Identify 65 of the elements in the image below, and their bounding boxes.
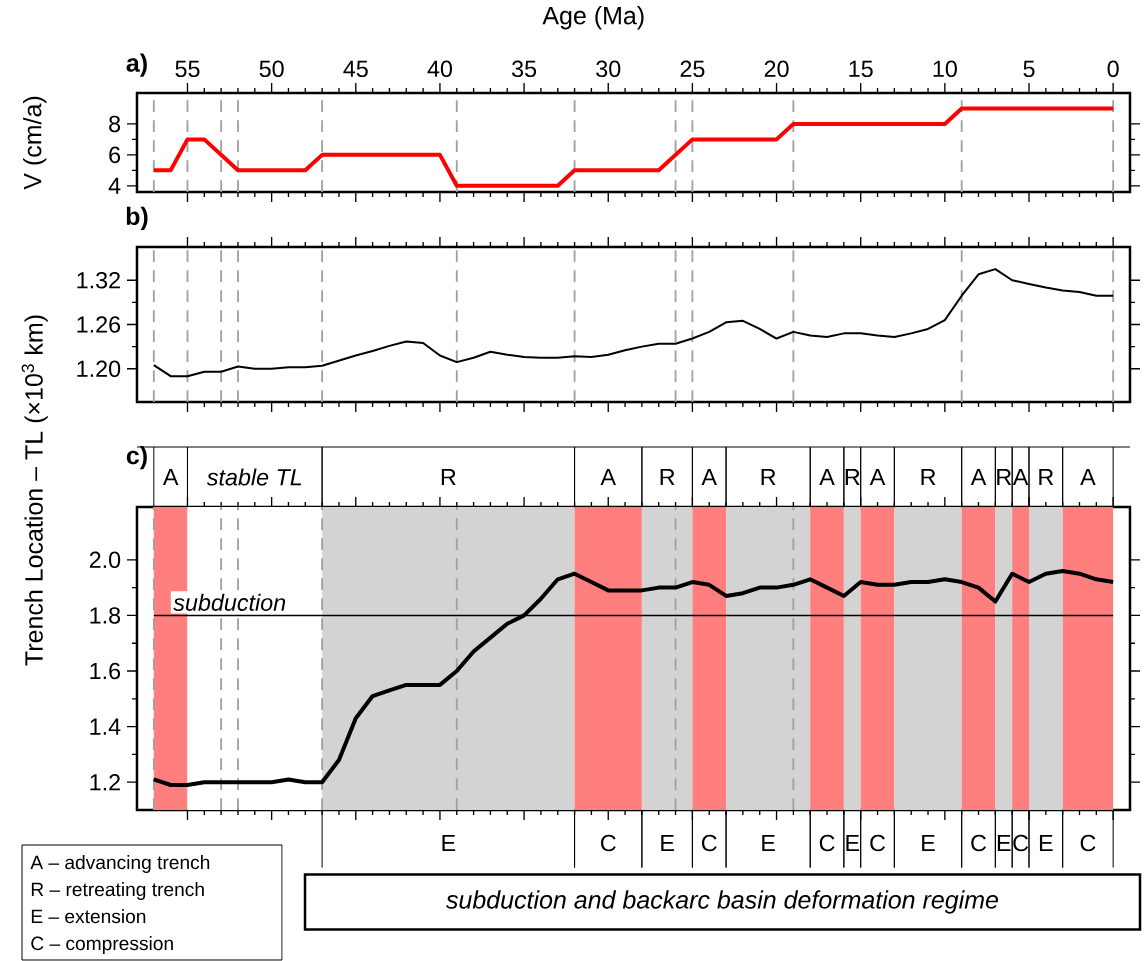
x-tick-label: 45	[343, 60, 368, 78]
text: C	[870, 834, 886, 852]
text: C	[971, 834, 987, 852]
band-label: A	[1012, 468, 1029, 486]
x-axis-title: Age (Ma)	[542, 6, 644, 30]
y-tick-label: 1.20	[77, 360, 121, 378]
text: A – advancing trench	[30, 855, 210, 873]
band-label: R	[761, 468, 776, 486]
x-tick-label: 35	[512, 60, 537, 78]
band-label: A	[819, 468, 835, 486]
text: E	[922, 835, 935, 852]
text: E	[997, 835, 1011, 852]
band-label: R	[845, 468, 860, 486]
x-tick-label: 20	[764, 60, 789, 78]
band-label: R	[660, 468, 675, 486]
text: C – compression	[31, 936, 173, 954]
text: E	[442, 835, 456, 852]
x-tick-label: 10	[933, 60, 957, 78]
band-label: R	[1039, 468, 1054, 486]
text: C	[701, 834, 717, 852]
y-axis-title: Trench Location – TL (×10$^{3}$ km)	[21, 315, 48, 666]
text: C	[819, 834, 835, 852]
band-label: A	[600, 468, 616, 486]
x-tick-label: 30	[596, 60, 621, 78]
text: subduction and backarc basin deformation regime	[446, 890, 999, 914]
text: C	[1080, 834, 1096, 852]
text: E	[661, 835, 674, 852]
y-tick-label: 1.6	[90, 662, 121, 680]
x-tick-label: 40	[427, 60, 453, 78]
band-label: A	[162, 468, 179, 486]
y-axis-title: V (cm/a)	[23, 96, 47, 190]
text: E – extension	[31, 909, 146, 924]
x-tick-label: 0	[1107, 60, 1119, 78]
y-tick-label: 4	[108, 177, 121, 194]
y-tick-label: 8	[109, 115, 121, 133]
x-tick-label: 55	[175, 60, 200, 78]
band-label: R	[921, 468, 936, 486]
band-label: A	[869, 468, 886, 486]
band-label: R	[997, 468, 1012, 486]
x-tick-label: 15	[849, 60, 873, 78]
text: E	[846, 835, 860, 852]
chart-title: a)	[126, 53, 147, 77]
y-tick-label: 1.8	[90, 607, 121, 624]
x-tick-label: 25	[680, 60, 705, 78]
chart-title: b)	[126, 206, 148, 231]
y-tick-label: 1.4	[90, 718, 121, 735]
band-label: A	[970, 468, 987, 486]
text: E	[1039, 835, 1053, 852]
y-tick-label: 1.32	[77, 271, 120, 289]
text: C	[600, 834, 616, 852]
text: R – retreating trench	[31, 882, 204, 900]
text: C	[1013, 834, 1029, 852]
y-tick-label: 1.2	[90, 774, 120, 791]
x-tick-label: 5	[1023, 60, 1035, 78]
chart-title: c)	[126, 445, 147, 470]
text: E	[762, 835, 775, 852]
band-label: R	[441, 468, 456, 486]
band-label: stable TL	[206, 468, 302, 486]
band-label: A	[1080, 468, 1096, 486]
x-tick-label: 50	[259, 60, 284, 78]
y-tick-label: 6	[109, 146, 121, 164]
ref-line-label: subduction	[173, 593, 286, 611]
band-label: A	[701, 468, 717, 486]
y-tick-label: 1.26	[77, 316, 121, 333]
y-tick-label: 2.0	[89, 551, 121, 569]
